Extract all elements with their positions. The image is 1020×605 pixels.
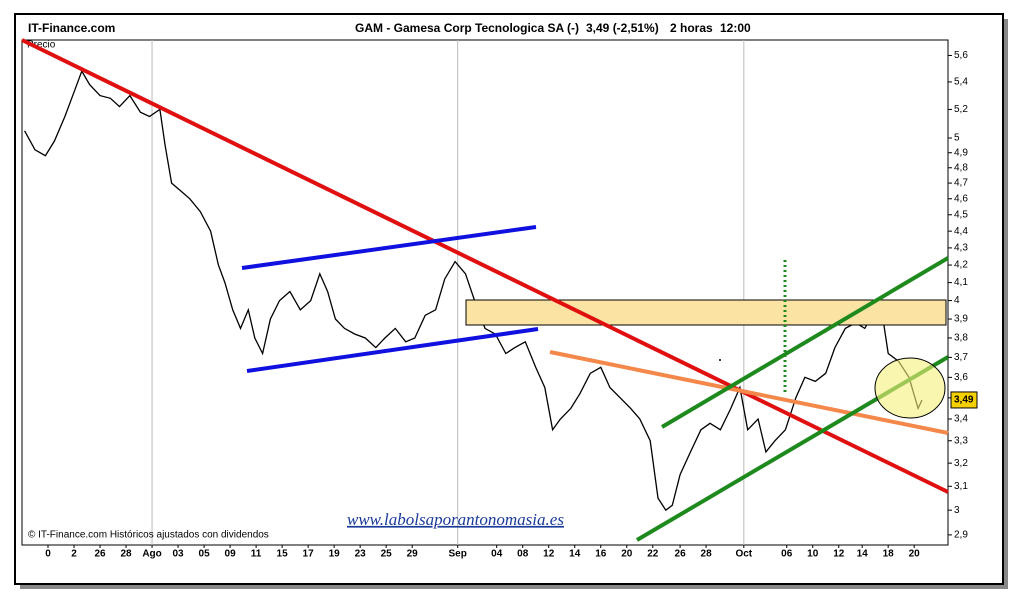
y-tick-label: 4,7 <box>954 178 968 189</box>
site-name: IT-Finance.com <box>28 21 115 35</box>
y-tick-label: 3 <box>954 505 960 516</box>
x-tick-label: 15 <box>277 549 289 560</box>
x-tick-label: 17 <box>303 549 315 560</box>
x-tick-label: 04 <box>491 549 503 560</box>
x-tick-label: 26 <box>675 549 687 560</box>
y-tick-label: 5,2 <box>954 104 968 115</box>
x-tick-label: 09 <box>225 549 237 560</box>
y-tick-label: 3,9 <box>954 314 968 325</box>
x-tick-label: Ago <box>142 549 161 560</box>
x-tick-label: 28 <box>701 549 713 560</box>
x-tick-label: 28 <box>120 549 132 560</box>
y-tick-label: 4,3 <box>954 243 968 254</box>
last-value-marker <box>950 391 978 409</box>
last-quote: 3,49 (-2,51%) <box>586 21 659 35</box>
y-tick-label: 4,4 <box>954 226 968 237</box>
x-tick-label: 12 <box>543 549 555 560</box>
x-tick-label: 23 <box>355 549 367 560</box>
footer: © IT-Finance.com Históricos ajustados co… <box>28 530 269 541</box>
x-tick-label: 0 <box>45 549 51 560</box>
y-tick-label: 3,7 <box>954 352 968 363</box>
y-tick-label: 4,9 <box>954 147 968 158</box>
y-tick-label: 3,6 <box>954 372 968 383</box>
x-tick-label: 22 <box>647 549 659 560</box>
x-tick-label: 10 <box>807 549 819 560</box>
x-tick-label: 08 <box>517 549 529 560</box>
y-tick-label: 4,8 <box>954 162 968 173</box>
drawn-trendlines <box>21 38 950 542</box>
dot <box>719 359 721 361</box>
x-tick-label: 05 <box>199 549 211 560</box>
blue-lower-line <box>246 327 539 373</box>
y-tick-label: 3,4 <box>954 414 968 425</box>
y-tick-label: 4,2 <box>954 260 968 271</box>
x-tick-label: 16 <box>595 549 607 560</box>
green-upper-line <box>660 256 950 429</box>
x-tick-label: 12 <box>833 549 845 560</box>
x-tick-label: 14 <box>569 549 581 560</box>
x-tick-label: Oct <box>735 549 752 560</box>
y-tick-label: 5,6 <box>954 50 968 61</box>
y-tick-label: 3,3 <box>954 435 968 446</box>
x-tick-label: 03 <box>173 549 185 560</box>
x-tick-label: 2 <box>71 549 77 560</box>
y-tick-label: 3,2 <box>954 458 968 469</box>
x-tick-label: 29 <box>407 549 419 560</box>
chart-title: GAM - Gamesa Corp Tecnologica SA (-) <box>355 21 579 35</box>
x-tick-label: 19 <box>329 549 341 560</box>
interval: 2 horas <box>670 21 713 35</box>
y-tick-label: 5,4 <box>954 77 968 88</box>
time: 12:00 <box>720 21 751 35</box>
watermark: www.labolsaporantonomasia.es <box>347 510 564 529</box>
x-tick-label: 18 <box>883 549 895 560</box>
y-tick-label: 4,6 <box>954 193 968 204</box>
x-tick-label: 26 <box>94 549 106 560</box>
y-tick-label: 4,1 <box>954 277 968 288</box>
y-tick-label: 2,9 <box>954 530 968 541</box>
last-value-label: 3,49 <box>954 395 974 406</box>
orange-line <box>549 350 949 435</box>
y-tick-label: 4,5 <box>954 209 968 220</box>
x-tick-label: 11 <box>251 549 262 560</box>
price-line <box>24 69 923 512</box>
x-tick-label: 06 <box>781 549 793 560</box>
x-tick-label: 14 <box>857 549 869 560</box>
x-tick-label: 20 <box>909 549 921 560</box>
x-tick-label: Sep <box>449 549 467 560</box>
red-trendline <box>21 38 949 494</box>
y-tick-label: 3,1 <box>954 481 968 492</box>
highlight-circle <box>874 357 946 419</box>
x-tick-label: 25 <box>381 549 393 560</box>
y-tick-label: 4 <box>954 295 960 306</box>
blue-upper-line <box>241 225 537 270</box>
y-tick-label: 5 <box>954 133 960 144</box>
x-tick-label: 20 <box>621 549 633 560</box>
y-tick-label: 3,8 <box>954 333 968 344</box>
plot-area <box>21 39 949 546</box>
y-axis-label: Precio <box>27 40 56 51</box>
